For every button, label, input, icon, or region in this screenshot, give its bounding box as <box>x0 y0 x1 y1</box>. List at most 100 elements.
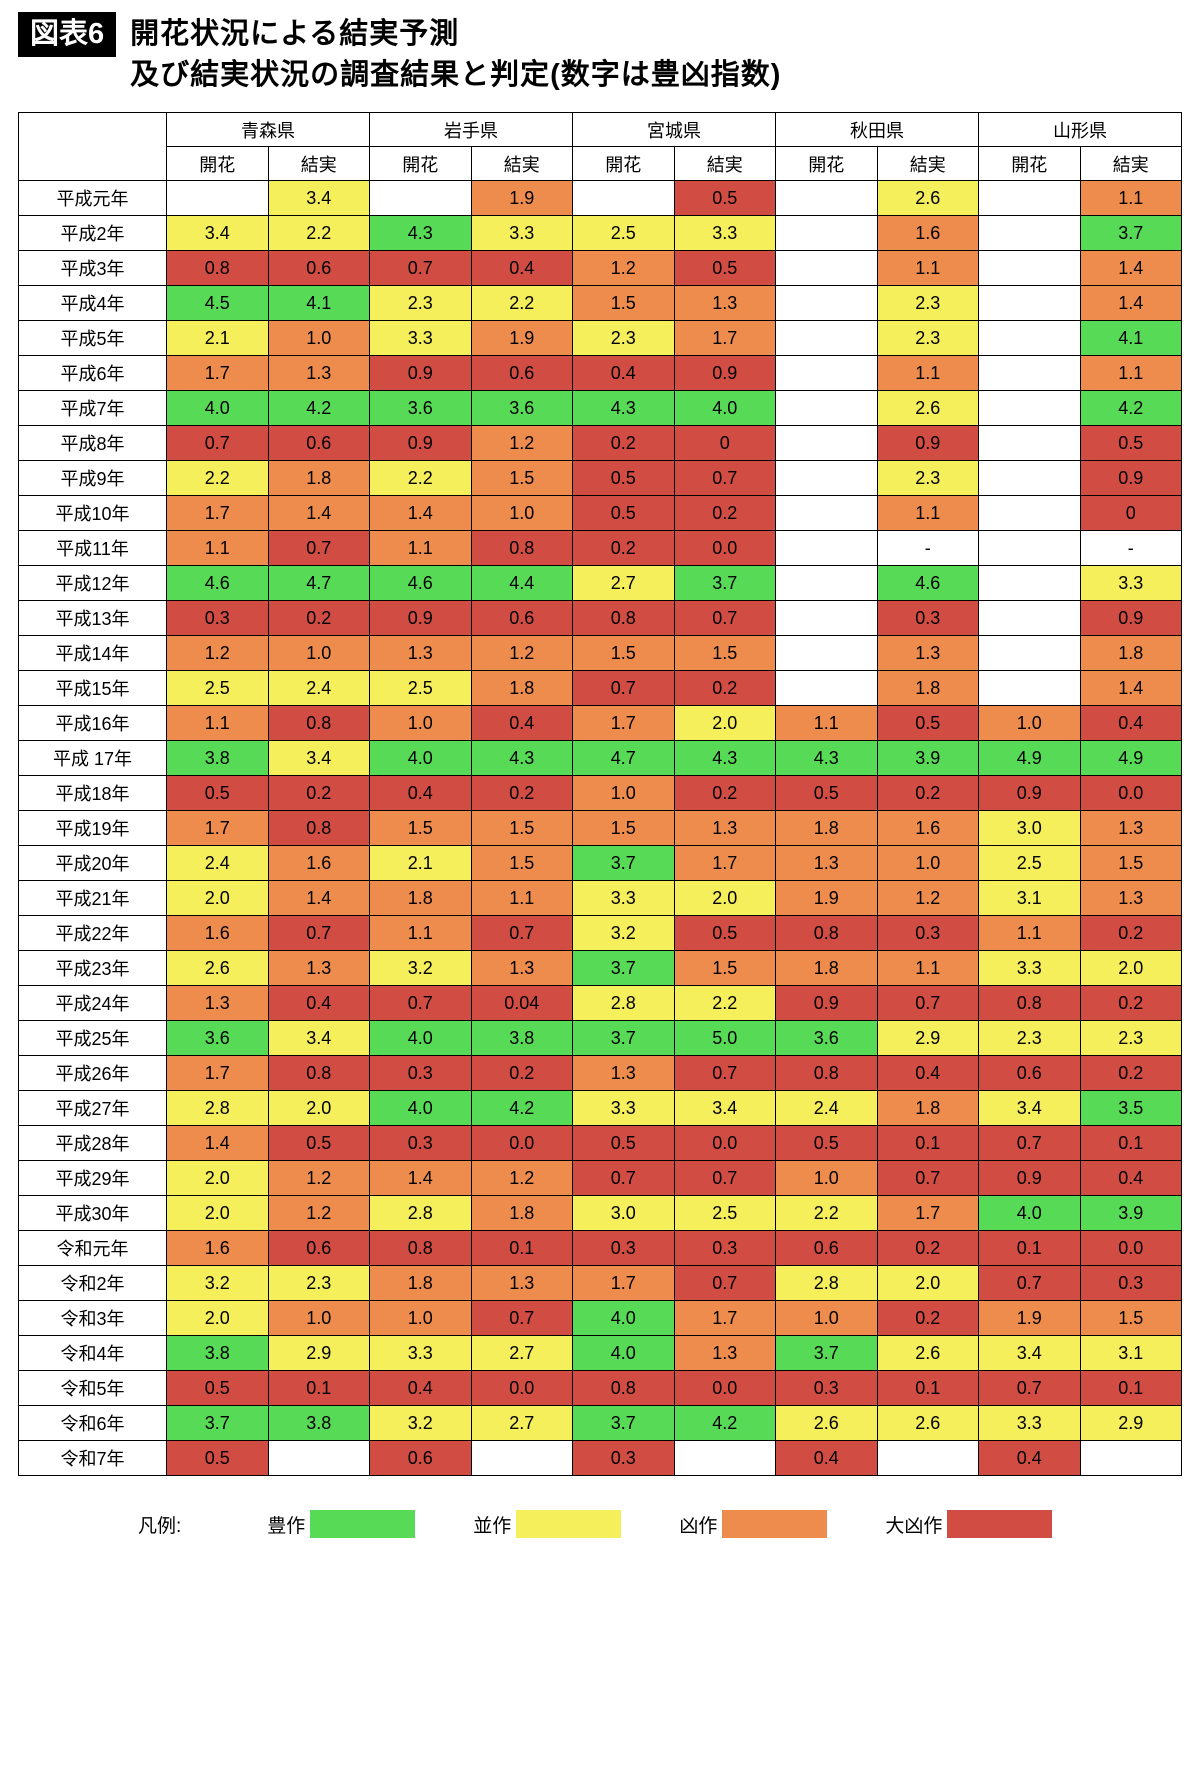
table-row: 平成元年 3.4 1.9 0.5 2.6 1.1 <box>18 180 1182 217</box>
value-cell: 0.0 <box>673 1125 776 1162</box>
table-row: 平成9年 2.2 1.8 2.2 1.5 0.5 0.7 2.3 0.9 <box>18 460 1182 497</box>
value-cell: 3.6 <box>470 390 573 427</box>
value-cell: 1.5 <box>572 810 675 847</box>
year-cell: 令和3年 <box>18 1300 167 1337</box>
value-cell: 2.8 <box>166 1090 269 1127</box>
value-cell: 2.3 <box>572 320 675 357</box>
value-cell: 0.9 <box>369 355 472 392</box>
value-cell <box>775 215 878 252</box>
value-cell <box>267 1440 370 1477</box>
value-cell: 1.4 <box>267 495 370 532</box>
value-cell <box>775 460 878 497</box>
value-cell: 0.5 <box>572 460 675 497</box>
value-cell: 0.7 <box>978 1265 1081 1302</box>
value-cell: 3.6 <box>369 390 472 427</box>
value-cell: 0.8 <box>166 250 269 287</box>
value-cell <box>978 530 1081 567</box>
value-cell: 0.8 <box>470 530 573 567</box>
value-cell: 1.8 <box>470 670 573 707</box>
value-cell: 1.1 <box>876 250 979 287</box>
value-cell: 4.7 <box>267 565 370 602</box>
value-cell: 1.3 <box>369 635 472 672</box>
value-cell: 2.9 <box>876 1020 979 1057</box>
value-cell: 0.5 <box>166 1440 269 1477</box>
value-cell: 2.3 <box>876 320 979 357</box>
subcolumn-header: 開花 <box>775 146 878 182</box>
year-cell: 令和2年 <box>18 1265 167 1302</box>
value-cell <box>978 460 1081 497</box>
value-cell: 3.3 <box>572 880 675 917</box>
value-cell: 2.6 <box>166 950 269 987</box>
value-cell: 0.9 <box>369 425 472 462</box>
value-cell: 3.6 <box>775 1020 878 1057</box>
value-cell: 0.7 <box>673 1265 776 1302</box>
value-cell: 1.8 <box>267 460 370 497</box>
year-cell: 平成21年 <box>18 880 167 917</box>
value-cell: 3.7 <box>775 1335 878 1372</box>
value-cell: 2.7 <box>470 1405 573 1442</box>
value-cell: 2.2 <box>369 460 472 497</box>
value-cell: 1.8 <box>876 670 979 707</box>
year-cell: 平成6年 <box>18 355 167 392</box>
year-cell: 平成元年 <box>18 180 167 217</box>
value-cell: 2.4 <box>166 845 269 882</box>
value-cell: 3.3 <box>369 1335 472 1372</box>
value-cell: 4.0 <box>166 390 269 427</box>
value-cell: 1.7 <box>673 845 776 882</box>
value-cell: 2.1 <box>369 845 472 882</box>
year-cell: 平成19年 <box>18 810 167 847</box>
value-cell: 3.4 <box>673 1090 776 1127</box>
value-cell: 1.1 <box>876 950 979 987</box>
value-cell: 3.0 <box>978 810 1081 847</box>
value-cell: 1.2 <box>166 635 269 672</box>
year-cell: 平成25年 <box>18 1020 167 1057</box>
year-cell: 平成29年 <box>18 1160 167 1197</box>
value-cell <box>775 670 878 707</box>
value-cell: 0.3 <box>166 600 269 637</box>
value-cell <box>978 565 1081 602</box>
table-row: 平成2年 3.4 2.2 4.3 3.3 2.5 3.3 1.6 3.7 <box>18 215 1182 252</box>
page: 図表6 開花状況による結実予測 及び結実状況の調査結果と判定(数字は豊凶指数) … <box>18 12 1182 1539</box>
year-cell: 平成 17年 <box>18 740 167 777</box>
value-cell: 0.3 <box>1079 1265 1182 1302</box>
value-cell: 0.2 <box>470 775 573 812</box>
value-cell: 1.2 <box>267 1160 370 1197</box>
table-row: 平成24年 1.3 0.4 0.7 0.04 2.8 2.2 0.9 0.7 0.8 0.2 <box>18 985 1182 1022</box>
value-cell: 3.4 <box>166 215 269 252</box>
table-row: 令和元年 1.6 0.6 0.8 0.1 0.3 0.3 0.6 0.2 0.1 0.0 <box>18 1230 1182 1267</box>
value-cell: 1.4 <box>267 880 370 917</box>
value-cell: 1.0 <box>470 495 573 532</box>
value-cell: 2.0 <box>166 880 269 917</box>
value-cell: 0.5 <box>673 180 776 217</box>
legend-swatch-poor <box>722 1510 828 1539</box>
value-cell <box>775 635 878 672</box>
value-cell: 3.0 <box>572 1195 675 1232</box>
value-cell: 0.2 <box>876 775 979 812</box>
legend-title: 凡例: <box>138 1515 182 1537</box>
value-cell: 0.5 <box>267 1125 370 1162</box>
value-cell: 1.3 <box>267 355 370 392</box>
table-row: 令和7年 0.5 0.6 0.3 0.4 0.4 <box>18 1440 1182 1477</box>
table-row: 令和4年 3.8 2.9 3.3 2.7 4.0 1.3 3.7 2.6 3.4 3.1 <box>18 1335 1182 1372</box>
value-cell: 0.8 <box>267 705 370 742</box>
value-cell: 0.7 <box>572 670 675 707</box>
table-row: 平成3年 0.8 0.6 0.7 0.4 1.2 0.5 1.1 1.4 <box>18 250 1182 287</box>
value-cell: 2.0 <box>267 1090 370 1127</box>
value-cell: 2.2 <box>775 1195 878 1232</box>
value-cell: 0.2 <box>267 775 370 812</box>
year-cell: 平成22年 <box>18 915 167 952</box>
value-cell: 0.8 <box>572 600 675 637</box>
value-cell: 4.6 <box>369 565 472 602</box>
value-cell: 1.3 <box>166 985 269 1022</box>
legend-swatch-good <box>310 1510 416 1539</box>
value-cell: 0.9 <box>978 1160 1081 1197</box>
value-cell: 1.5 <box>470 460 573 497</box>
value-cell: 2.3 <box>876 285 979 322</box>
subcolumn-header: 開花 <box>978 146 1081 182</box>
legend-swatch-very-poor <box>947 1510 1053 1539</box>
value-cell: 0.1 <box>470 1230 573 1267</box>
value-cell: 0.7 <box>876 1160 979 1197</box>
value-cell: 2.3 <box>369 285 472 322</box>
value-cell: 1.1 <box>1079 355 1182 392</box>
table-row: 平成15年 2.5 2.4 2.5 1.8 0.7 0.2 1.8 1.4 <box>18 670 1182 707</box>
